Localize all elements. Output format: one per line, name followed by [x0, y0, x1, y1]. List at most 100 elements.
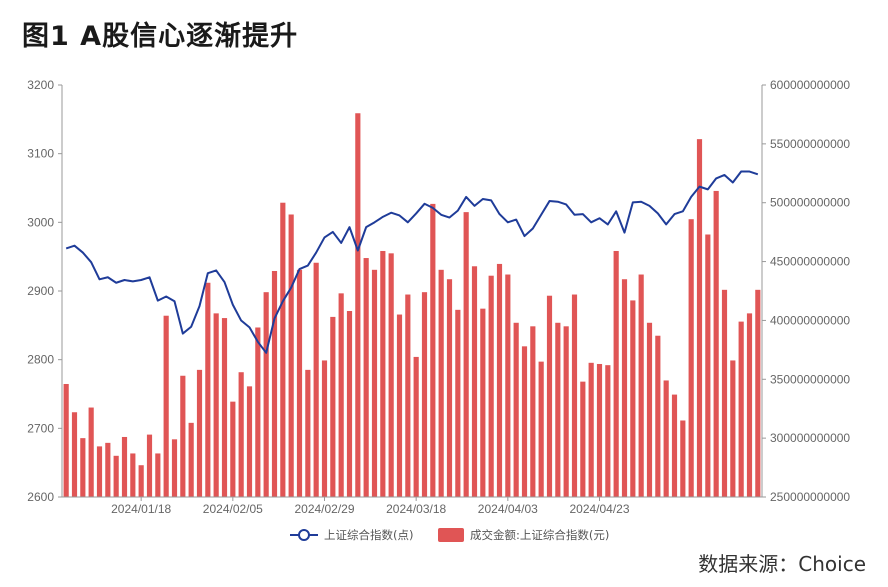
- bar: [446, 279, 453, 497]
- bar: [338, 293, 344, 497]
- bar: [421, 292, 428, 497]
- x-tick-label: 2024/03/18: [386, 502, 446, 516]
- y-left-tick-label: 2800: [27, 353, 54, 367]
- y-left-tick-label: 2700: [27, 421, 54, 435]
- y-right-tick-label: 600000000000: [770, 78, 850, 92]
- bar: [755, 289, 761, 497]
- bar: [180, 375, 186, 497]
- bar: [205, 282, 211, 497]
- x-tick-label: 2024/04/23: [569, 502, 629, 516]
- bar: [438, 269, 444, 497]
- bar: [746, 313, 753, 497]
- bar: [113, 455, 119, 497]
- x-tick-label: 2024/01/18: [111, 502, 171, 516]
- bar: [80, 438, 86, 497]
- bar: [288, 214, 294, 498]
- bar: [580, 381, 586, 497]
- bar: [655, 335, 661, 497]
- bar: [713, 190, 719, 497]
- axes: 2600 2700 2800 2900 3000 3100 3200 250000000000…: [27, 78, 850, 516]
- bar: [255, 327, 261, 497]
- bar: [538, 361, 544, 497]
- x-tick-label: 2024/02/29: [294, 502, 354, 516]
- legend: 上证综合指数(点) 成交金额:上证综合指数(元): [290, 528, 609, 542]
- bar: [296, 269, 303, 497]
- y-right-tick-label: 300000000000: [770, 431, 850, 445]
- bar: [480, 308, 486, 497]
- legend-bar-label: 成交金额:上证综合指数(元): [470, 528, 609, 542]
- y-right-tick-label: 450000000000: [770, 255, 850, 269]
- y-left-tick-label: 3000: [27, 215, 54, 229]
- bar: [680, 420, 686, 497]
- bar: [105, 442, 111, 497]
- bar: [596, 363, 603, 497]
- index-line: [65, 170, 759, 354]
- bar: [380, 250, 386, 497]
- bar: [505, 274, 511, 497]
- bar: [63, 383, 69, 497]
- bar: [138, 465, 144, 497]
- bar: [371, 269, 378, 497]
- y-right-tick-label: 400000000000: [770, 313, 850, 327]
- legend-bar-swatch: [438, 528, 464, 542]
- bar: [246, 386, 253, 497]
- bar: [388, 253, 394, 497]
- bar: [130, 453, 136, 497]
- bar: [321, 360, 328, 497]
- bar: [555, 322, 561, 497]
- bar: [671, 394, 678, 497]
- y-left-tick-label: 2600: [27, 490, 54, 504]
- y-left-tick-label: 2900: [27, 284, 54, 298]
- bar: [271, 270, 278, 497]
- bar: [355, 113, 361, 497]
- bar: [513, 322, 519, 497]
- y-right-tick-label: 250000000000: [770, 490, 850, 504]
- x-tick-label: 2024/04/03: [478, 502, 538, 516]
- bar: [171, 439, 178, 497]
- bar: [188, 422, 194, 497]
- bar: [280, 202, 286, 497]
- bar: [96, 446, 103, 497]
- bar: [605, 365, 611, 497]
- bar: [496, 263, 503, 497]
- bar: [363, 258, 369, 497]
- bar: [588, 362, 594, 497]
- data-source: 数据来源：Choice: [698, 552, 866, 576]
- y-right-tick-label: 550000000000: [770, 137, 850, 151]
- bar: [621, 279, 628, 497]
- bar: [121, 436, 128, 497]
- bar: [221, 318, 228, 497]
- bar: [238, 372, 244, 497]
- bar: [405, 294, 411, 497]
- bar: [213, 313, 219, 497]
- bar: [663, 380, 669, 497]
- bar: [738, 321, 744, 497]
- bar: [305, 369, 311, 497]
- bar: [263, 292, 269, 497]
- bar: [730, 360, 736, 497]
- legend-line-label: 上证综合指数(点): [324, 528, 413, 542]
- bar: [571, 294, 578, 497]
- bar: [638, 274, 644, 497]
- y-right-tick-label: 350000000000: [770, 372, 850, 386]
- y-left-tick-label: 3200: [27, 78, 54, 92]
- bar: [230, 401, 236, 497]
- bar: [488, 275, 494, 497]
- bar: [705, 234, 711, 497]
- bar: [521, 346, 528, 497]
- bar: [646, 322, 653, 497]
- bar: [530, 326, 536, 497]
- bar: [413, 356, 419, 497]
- bar: [471, 266, 478, 497]
- bar: [721, 289, 728, 497]
- bar: [330, 316, 336, 497]
- y-right-tick-label: 500000000000: [770, 196, 850, 210]
- bar: [396, 314, 403, 497]
- y-left-tick-label: 3100: [27, 147, 54, 161]
- bar: [155, 453, 161, 497]
- bar: [313, 262, 319, 497]
- bar: [346, 311, 353, 497]
- bar: [163, 315, 169, 497]
- bar: [71, 412, 78, 497]
